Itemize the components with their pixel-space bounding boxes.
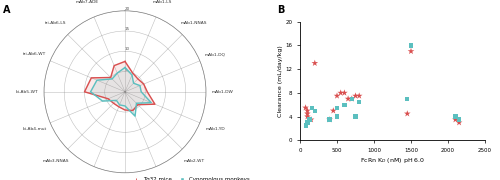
Point (333, 106, 341, 109)
Point (333, 94, 341, 97)
Point (404, 97, 411, 100)
Polygon shape (84, 61, 155, 111)
Point (304, 112, 312, 115)
Point (304, 115, 312, 118)
Point (336, 91, 344, 94)
Point (307, 118, 315, 121)
Point (348, 97, 356, 100)
Point (355, 94, 363, 97)
Point (455, 121, 463, 124)
Point (326, 118, 334, 121)
Point (340, 91, 348, 94)
Point (302, 124, 310, 127)
Point (407, 50, 415, 53)
Y-axis label: Clearance (mL/day/kg): Clearance (mL/day/kg) (278, 45, 282, 117)
Point (304, 121, 312, 124)
Point (304, 109, 312, 112)
Point (355, 100, 363, 103)
Point (344, 97, 352, 100)
Point (326, 118, 334, 121)
Point (308, 106, 316, 109)
Point (302, 106, 310, 109)
Point (452, 115, 460, 118)
Point (352, 115, 360, 118)
Point (333, 115, 341, 118)
Legend: Tg32 mice, Cynomolgus monkeys: Tg32 mice, Cynomolgus monkeys (128, 175, 252, 180)
Point (330, 109, 338, 112)
Point (352, 94, 360, 97)
Text: B: B (278, 5, 285, 15)
X-axis label: FcRn K$_D$ (nM) pH 6.0: FcRn K$_D$ (nM) pH 6.0 (360, 156, 425, 165)
Point (306, 118, 314, 121)
Text: A: A (2, 5, 10, 15)
Point (348, 97, 356, 100)
Point (340, 103, 348, 106)
Point (311, 109, 319, 112)
Point (404, 112, 411, 115)
Polygon shape (90, 68, 151, 116)
Point (455, 118, 463, 121)
Point (407, 44, 415, 47)
Point (452, 118, 460, 121)
Point (311, 62, 319, 65)
